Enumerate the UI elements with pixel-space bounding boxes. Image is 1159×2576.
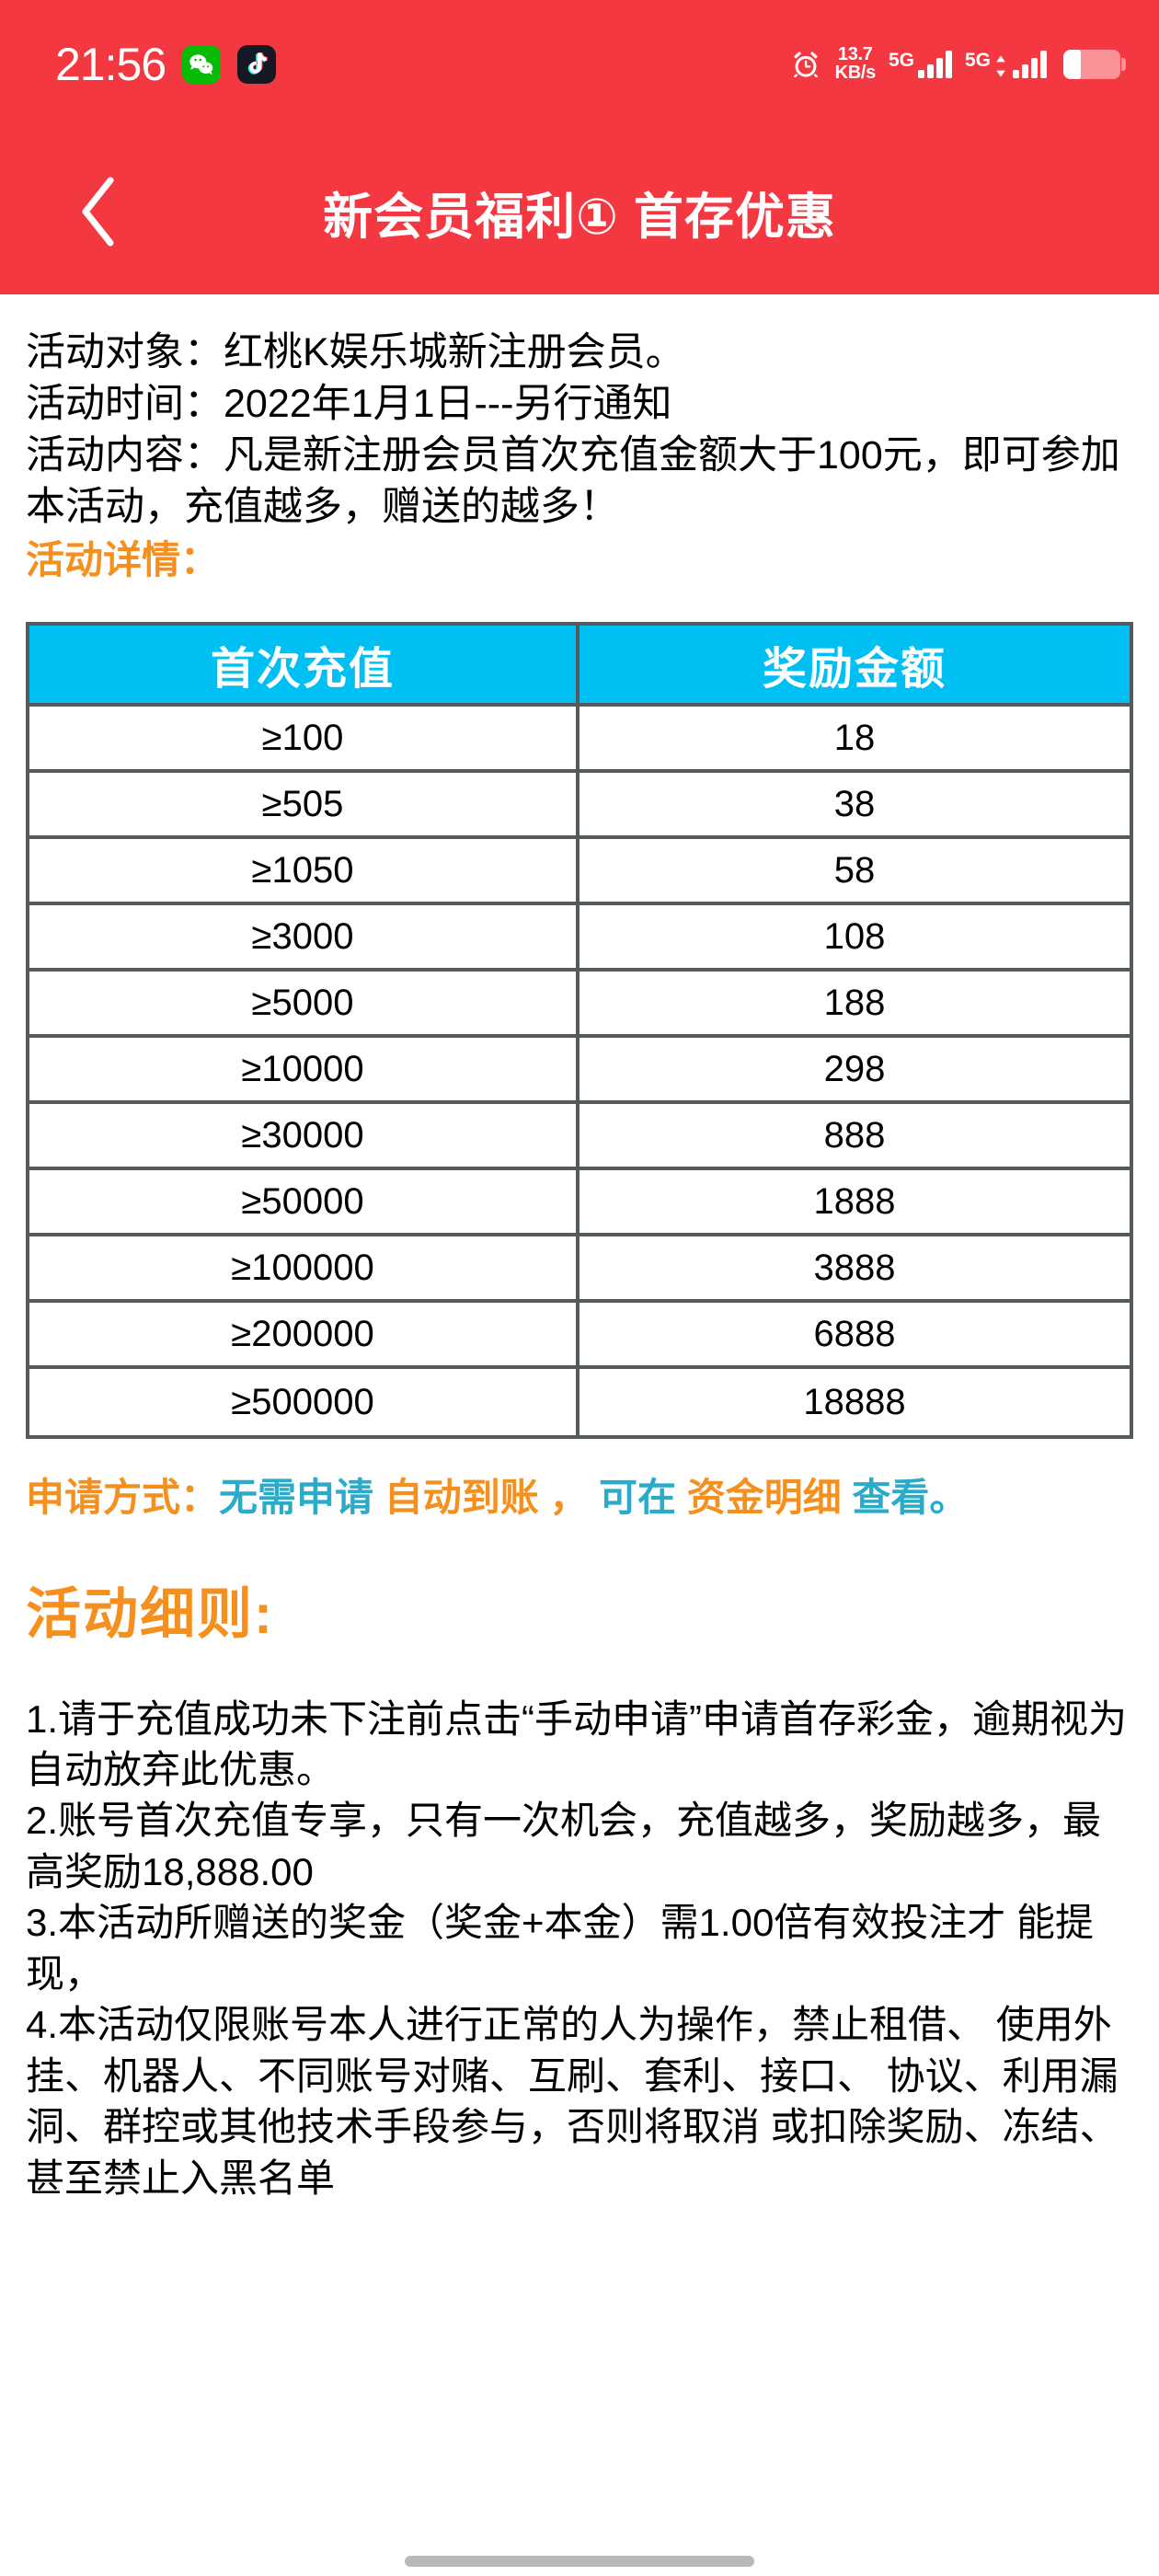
cell-bonus: 108 [580, 905, 1130, 972]
sim1-signal-bars-icon [917, 51, 952, 78]
sim1-signal: 5G [889, 51, 952, 78]
cell-deposit: ≥100000 [29, 1236, 580, 1304]
cell-bonus: 18 [580, 707, 1130, 774]
promo-content: 活动对象：红桃K娱乐城新注册会员。 活动时间：2022年1月1日---另行通知 … [0, 294, 1159, 2203]
rule-item: 1.请于充值成功未下注前点击“手动申请”申请首存彩金，逾期视为自动放弃此优惠。 [26, 1696, 1128, 1792]
network-speed-value: 13.7 [837, 44, 873, 65]
table-row: ≥505 38 [29, 773, 1130, 840]
sim1-network-label: 5G [888, 50, 914, 71]
table-row: ≥100000 3888 [29, 1236, 1130, 1304]
bonus-table: 首次充值 奖励金额 ≥100 18 ≥505 38 ≥1050 58 ≥3000… [26, 622, 1133, 1440]
table-row: ≥3000 108 [29, 905, 1130, 972]
rules-list: 1.请于充值成功未下注前点击“手动申请”申请首存彩金，逾期视为自动放弃此优惠。 … [26, 1694, 1133, 2203]
table-row: ≥30000 888 [29, 1104, 1130, 1171]
details-heading: 活动详情： [26, 537, 220, 581]
apply-label: 申请方式： [26, 1476, 220, 1520]
page-title: 新会员福利① 首存优惠 [323, 189, 836, 245]
cell-deposit: ≥500000 [29, 1369, 580, 1436]
intro-block: 活动对象：红桃K娱乐城新注册会员。 活动时间：2022年1月1日---另行通知 … [26, 328, 1133, 534]
rule-item: 2.账号首次充值专享，只有一次机会，充值越多，奖励越多，最高奖励18,888.0… [26, 1799, 1102, 1893]
status-clock: 21:56 [55, 39, 166, 90]
table-header-row: 首次充值 奖励金额 [29, 626, 1130, 707]
alarm-clock-icon [793, 52, 818, 78]
intro-line-period: 活动时间：2022年1月1日---另行通知 [26, 381, 672, 426]
column-header-deposit: 首次充值 [29, 626, 580, 707]
cell-bonus: 18888 [803, 1381, 906, 1422]
back-button[interactable] [57, 170, 140, 253]
cell-bonus: 188 [580, 972, 1130, 1039]
status-bar-right: 13.7 KB/s 5G 5G [789, 44, 1126, 83]
cell-deposit: ≥5000 [29, 972, 580, 1039]
cell-deposit: ≥3000 [29, 905, 580, 972]
apply-fund-details-link[interactable]: 资金明细 [686, 1476, 842, 1520]
cell-bonus: 298 [580, 1038, 1130, 1105]
cell-deposit: ≥200000 [29, 1303, 580, 1370]
cell-deposit: ≥505 [29, 773, 580, 840]
intro-line-content: 活动内容：凡是新注册会员首次充值金额大于100元，即可参加本活动，充值越多，赠送… [26, 432, 1120, 529]
sim2-signal: 5G [965, 51, 1047, 78]
rule-item: 4.本活动仅限账号本人进行正常的人为操作，禁止租借、 使用外挂、机器人、不同账号… [26, 2003, 1119, 2200]
cell-bonus: 1888 [580, 1170, 1130, 1237]
table-row: ≥10000 298 [29, 1038, 1130, 1105]
cell-deposit: ≥100 [29, 707, 580, 774]
sim2-signal-bars-icon [1013, 51, 1047, 78]
data-transfer-icon [996, 55, 1005, 77]
apply-view-suffix: 查看。 [852, 1476, 969, 1520]
cell-deposit: ≥30000 [29, 1104, 580, 1171]
rule-item: 3.本活动所赠送的奖金（奖金+本金）需1.00倍有效投注才 能提现， [26, 1901, 1094, 1995]
apply-auto-credit: 自动到账 ， [384, 1476, 589, 1520]
table-row: ≥5000 188 [29, 972, 1130, 1039]
apply-available-at: 可在 [599, 1476, 677, 1520]
battery-fill [1063, 50, 1081, 79]
table-row: ≥100 18 [29, 707, 1130, 774]
tiktok-app-icon [237, 45, 277, 84]
rules-heading: 活动细则: [26, 1582, 274, 1645]
table-row: ≥200000 6888 [29, 1303, 1130, 1370]
cell-deposit: ≥10000 [29, 1038, 580, 1105]
cell-deposit: ≥1050 [29, 839, 580, 906]
cell-bonus: 3888 [580, 1236, 1130, 1304]
sim2-network-label: 5G [964, 50, 991, 71]
nav-header: 新会员福利① 首存优惠 [0, 129, 1159, 294]
cell-bonus: 6888 [580, 1303, 1130, 1370]
network-speed-unit: KB/s [834, 63, 877, 83]
cell-bonus: 58 [580, 839, 1130, 906]
cell-bonus: 38 [580, 773, 1130, 840]
home-indicator[interactable] [405, 2556, 754, 2567]
bonus-table-head: 首次充值 奖励金额 [29, 626, 1130, 707]
chevron-left-icon [82, 177, 114, 247]
apply-no-request: 无需申请 [219, 1476, 374, 1520]
column-header-bonus: 奖励金额 [580, 626, 1130, 707]
cell-deposit: ≥50000 [29, 1170, 580, 1237]
network-speed: 13.7 KB/s [834, 44, 877, 83]
wechat-app-icon [182, 45, 222, 84]
table-row: ≥500000 18888 [29, 1369, 1130, 1436]
apply-method-line: 申请方式：无需申请 自动到账 ， 可在 资金明细 查看。 [26, 1472, 1133, 1523]
status-bar: 21:56 [0, 0, 1159, 129]
cell-bonus: 888 [580, 1104, 1130, 1171]
status-bar-left: 21:56 [55, 39, 277, 90]
table-row: ≥50000 1888 [29, 1170, 1130, 1237]
bonus-table-body: ≥100 18 ≥505 38 ≥1050 58 ≥3000 108 ≥5000… [29, 707, 1130, 1436]
table-row: ≥1050 58 [29, 839, 1130, 906]
intro-line-target: 活动对象：红桃K娱乐城新注册会员。 [26, 330, 685, 374]
battery-icon [1063, 50, 1126, 79]
